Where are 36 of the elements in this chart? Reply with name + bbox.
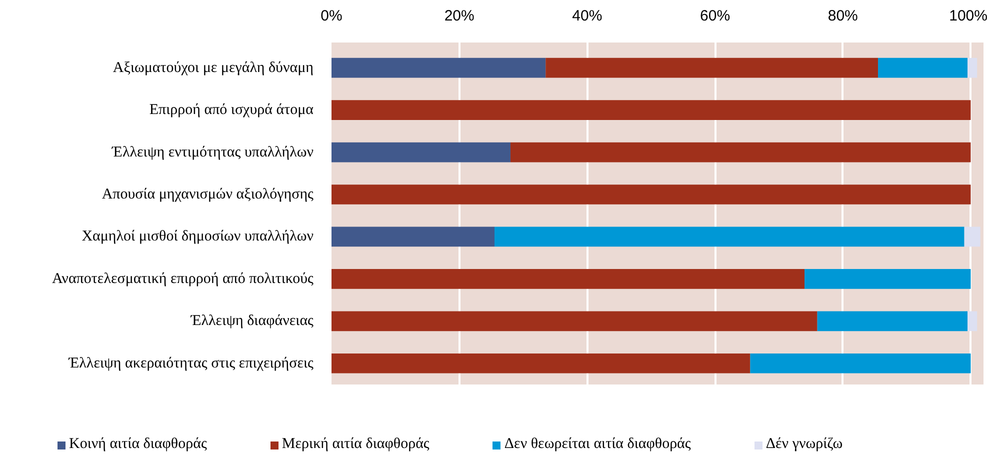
legend-label: Δεν θεωρείται αιτία διαφθοράς xyxy=(504,436,691,453)
y-tick-label: Έλλειψη ακεραιότητας στις επιχειρήσεις xyxy=(68,355,314,372)
x-tick-label: 100% xyxy=(949,8,987,24)
x-tick-label: 80% xyxy=(828,8,858,24)
y-tick-label: Έλλειψη εντιμότητας υπαλλήλων xyxy=(111,144,314,160)
y-tick-label: Αναποτελεσματική επιρροή από πολιτικούς xyxy=(52,270,314,287)
bar xyxy=(510,142,971,162)
legend-label: Κοινή αιτία διαφθοράς xyxy=(69,436,207,453)
bar xyxy=(878,58,968,78)
bar xyxy=(964,226,980,247)
y-tick-label: Απουσία μηχανισμών αξιολόγησης xyxy=(102,186,314,202)
bar xyxy=(332,226,494,247)
x-tick-label: 20% xyxy=(444,8,474,24)
bar xyxy=(804,269,971,289)
legend-label: Δέν γνωρίζω xyxy=(766,436,843,453)
bar xyxy=(332,311,818,332)
legend-label: Μερική αιτία διαφθοράς xyxy=(282,436,430,453)
bar xyxy=(332,142,510,162)
y-tick-label: Έλλειψη διαφάνειας xyxy=(190,313,314,330)
y-tick-label: Χαμηλοί μισθοί δημοσίων υπαλλήλων xyxy=(82,228,314,245)
bar xyxy=(968,58,978,78)
x-tick-label: 60% xyxy=(700,8,730,24)
bar xyxy=(332,58,546,78)
bar xyxy=(332,100,971,120)
bar xyxy=(817,311,968,332)
bar xyxy=(332,269,805,289)
bar xyxy=(332,353,750,374)
bar xyxy=(546,58,878,78)
bar xyxy=(332,184,971,204)
x-tick-label: 0% xyxy=(320,8,342,24)
y-tick-label: Αξιωματούχοι με μεγάλη δύναμη xyxy=(112,60,314,76)
bar xyxy=(968,311,978,332)
y-tick-label: Επιρροή από ισχυρά άτομα xyxy=(149,102,314,118)
x-tick-label: 40% xyxy=(572,8,602,24)
bar xyxy=(750,353,971,374)
bar xyxy=(494,226,964,247)
